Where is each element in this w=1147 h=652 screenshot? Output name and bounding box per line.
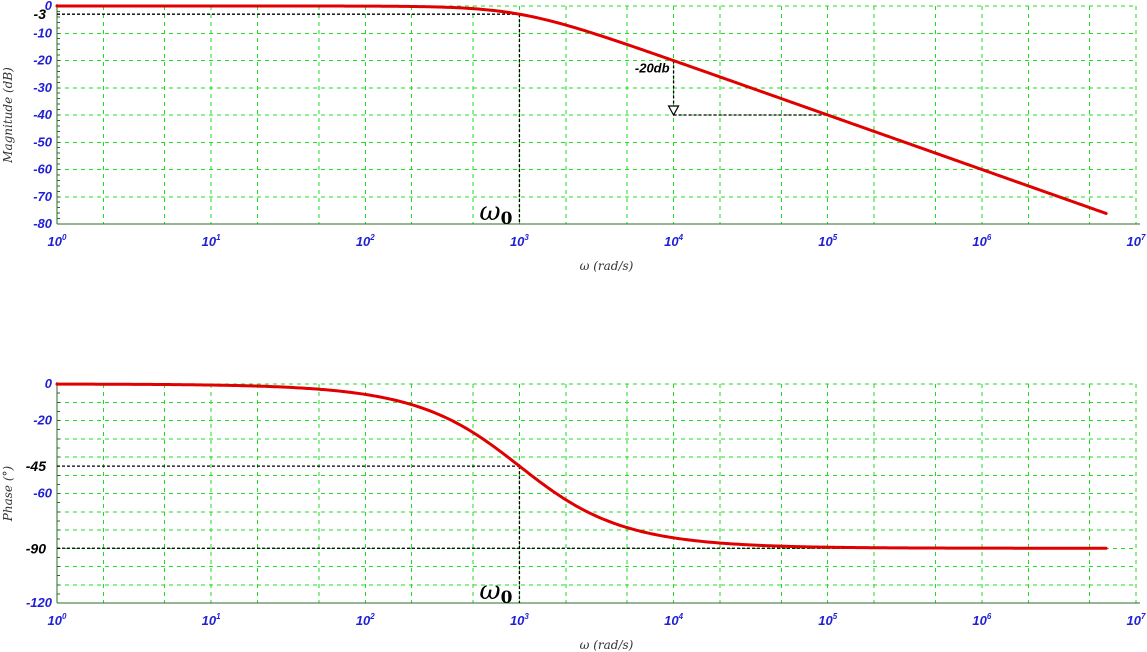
corner-frequency-label: ω0	[479, 576, 512, 608]
x-tick-label: 104	[664, 233, 683, 249]
y-tick-label: -30	[33, 80, 53, 95]
y-axis-title: Phase (°)	[1, 465, 15, 522]
y-tick-label: -20	[33, 53, 53, 68]
y-tick-label: -60	[33, 162, 53, 177]
grid	[56, 383, 1137, 604]
x-axis-title: ω (rad/s)	[580, 638, 634, 652]
y-tick-label: -80	[33, 216, 53, 231]
phase-chart: 0 -20 -60 -120 100 101 102 103 104 105 106 107 ω (ra…	[1, 376, 1146, 652]
x-tick-label: 100	[48, 612, 67, 628]
guide-lines	[57, 13, 521, 224]
x-tick-label: 103	[510, 612, 529, 628]
slope-arrow-head	[667, 105, 680, 117]
corner-frequency-label: ω0	[479, 197, 512, 229]
data-series-line	[55, 382, 1108, 550]
y-tick-label: -120	[26, 595, 53, 610]
marker-label: -3	[34, 6, 47, 22]
x-tick-label: 104	[664, 612, 683, 628]
x-tick-label: 102	[356, 233, 375, 249]
y-tick-label: -40	[33, 107, 53, 122]
y-axis-title: Magnitude (dB)	[1, 67, 15, 164]
marker-label: -90	[26, 540, 46, 556]
slope-annotation-label: -20db	[635, 61, 670, 76]
marker-label: -45	[26, 458, 46, 474]
x-tick-label: 102	[356, 612, 375, 628]
grid	[56, 5, 1137, 225]
y-tick-label: 0	[45, 376, 53, 391]
x-tick-label: 101	[202, 612, 221, 628]
x-axis-title: ω (rad/s)	[580, 259, 634, 273]
x-tick-label: 105	[818, 612, 837, 628]
y-tick-label: -60	[33, 486, 53, 501]
guide-lines	[57, 465, 1107, 603]
data-series-line	[55, 4, 1108, 215]
x-tick-label: 103	[510, 233, 529, 249]
x-tick-label: 105	[818, 233, 837, 249]
y-tick-label: -10	[33, 25, 53, 40]
magnitude-chart: 0 -10 -20 -30 -40 -50 -60 -70 -80 100 101 102 103 104…	[1, 0, 1146, 273]
x-tick-label: 100	[48, 233, 67, 249]
x-tick-label: 107	[1127, 233, 1146, 249]
y-tick-label: -70	[33, 189, 53, 204]
x-tick-label: 101	[202, 233, 221, 249]
y-tick-label: -20	[33, 413, 53, 428]
x-tick-label: 106	[972, 612, 991, 628]
y-tick-label: 0	[45, 0, 53, 13]
x-tick-label: 106	[972, 233, 991, 249]
x-tick-label: 107	[1127, 612, 1146, 628]
y-tick-label: -50	[33, 134, 53, 149]
